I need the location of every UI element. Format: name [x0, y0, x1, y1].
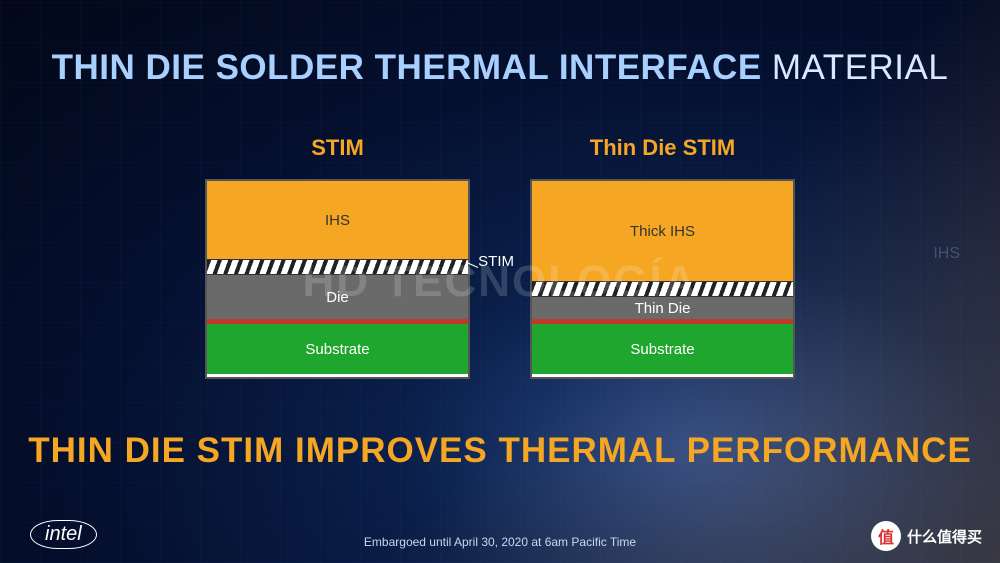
stack-layer: [532, 374, 793, 377]
slide-subtitle: THIN DIE STIM IMPROVES THERMAL PERFORMAN…: [0, 431, 1000, 471]
side-ihs-label: IHS: [933, 245, 960, 263]
stack-layer: [207, 374, 468, 377]
stack-layer: Thick IHS: [532, 181, 793, 281]
slide-title: THIN DIE SOLDER THERMAL INTERFACE MATERI…: [0, 48, 1000, 88]
stack-layer: Substrate: [532, 324, 793, 374]
diagram-left: STIM STIM IHSDieSubstrate: [205, 135, 470, 379]
title-part1: THIN DIE SOLDER THERMAL INTERFACE: [52, 48, 772, 87]
stim-callout: STIM: [478, 253, 514, 270]
stack-layer: Thin Die: [532, 297, 793, 319]
stack-layer: Substrate: [207, 324, 468, 374]
stack-layer: IHS: [207, 181, 468, 259]
diagram-left-label: STIM: [311, 135, 364, 161]
diagram-right: Thin Die STIM Thick IHS Thin Die Substrate: [530, 135, 795, 379]
embargo-note: Embargoed until April 30, 2020 at 6am Pa…: [0, 535, 1000, 549]
stack-right: Thick IHS Thin Die Substrate: [530, 179, 795, 379]
diagram-row: STIM STIM IHS Die Substrate Thin Die STIM …: [0, 135, 1000, 379]
corner-badge-text: 什么值得买: [907, 526, 982, 547]
title-part2: MATERIAL: [772, 48, 948, 87]
diagram-right-label: Thin Die STIM: [590, 135, 735, 161]
stim-layer: [207, 259, 468, 275]
stim-layer: [532, 281, 793, 297]
corner-badge-icon: 值: [871, 521, 901, 551]
stack-layer: Die: [207, 275, 468, 319]
stack-left: STIM IHSDieSubstrate: [205, 179, 470, 379]
corner-badge: 值 什么值得买: [871, 521, 982, 551]
